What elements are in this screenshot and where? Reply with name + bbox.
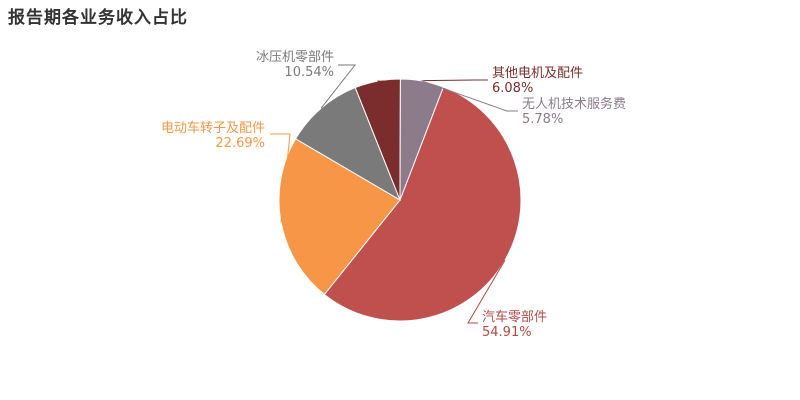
leader-line-2 [320,64,357,109]
slice-value-4: 5.78% [522,112,563,127]
leader-line-0 [467,259,506,324]
pie-slice-2 [294,86,402,202]
slice-value-1: 22.69% [215,136,265,151]
slice-label-1: 电动车转子及配件 [161,120,265,136]
slice-value-2: 10.54% [284,65,334,80]
leader-line-4 [422,80,518,112]
slice-value-0: 54.91% [482,325,532,340]
slice-label-3: 其他电机及配件 [492,66,583,81]
chart-title: 报告期各业务收入占比 [8,8,188,28]
slice-label-0: 汽车零部件 [482,309,547,325]
slice-label-4: 无人机技术服务费 [522,96,626,112]
leader-line-1 [270,133,291,223]
slice-label-2: 冰压机零部件 [256,50,334,65]
slice-value-3: 6.08% [492,81,533,96]
